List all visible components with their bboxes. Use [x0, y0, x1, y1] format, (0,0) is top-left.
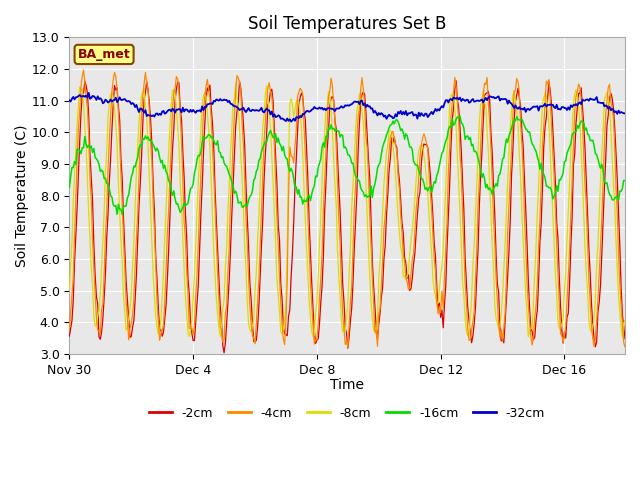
Y-axis label: Soil Temperature (C): Soil Temperature (C)	[15, 124, 29, 267]
Title: Soil Temperatures Set B: Soil Temperatures Set B	[248, 15, 446, 33]
X-axis label: Time: Time	[330, 378, 364, 392]
Text: BA_met: BA_met	[77, 48, 131, 61]
Legend: -2cm, -4cm, -8cm, -16cm, -32cm: -2cm, -4cm, -8cm, -16cm, -32cm	[144, 402, 550, 424]
